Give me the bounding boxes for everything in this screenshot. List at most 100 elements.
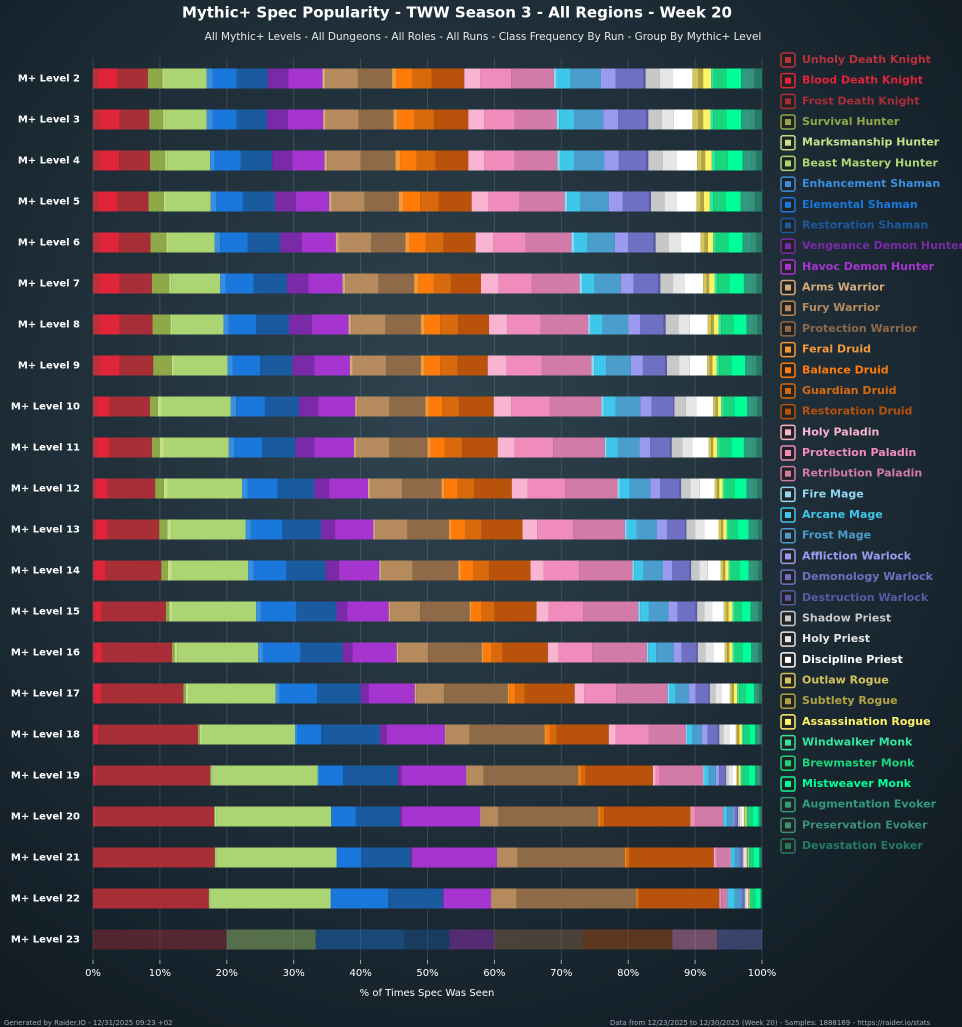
- bar-segment: [690, 478, 700, 499]
- bar-segment: [206, 109, 213, 130]
- bar-segment: [707, 314, 712, 335]
- bar-segment: [331, 806, 332, 827]
- bar-row: [93, 191, 762, 212]
- legend-swatch-inner: [785, 139, 791, 146]
- y-tick-label: M+ Level 5: [18, 197, 80, 208]
- bar-segment: [425, 396, 429, 417]
- bar-segment: [751, 150, 756, 171]
- bar-segment: [93, 601, 95, 622]
- bar-segment: [98, 109, 120, 130]
- legend-label: Havoc Demon Hunter: [802, 260, 935, 273]
- y-tick-label: M+ Level 12: [11, 484, 80, 495]
- bar-segment: [626, 847, 630, 868]
- legend-label: Restoration Druid: [802, 405, 912, 418]
- bar-segment: [739, 806, 742, 827]
- y-tick-label: M+ Level 21: [11, 853, 80, 864]
- bar-segment: [604, 150, 619, 171]
- bar-segment: [357, 396, 390, 417]
- bar-segment: [516, 888, 637, 909]
- bar-segment: [709, 191, 714, 212]
- bar-segment: [93, 806, 96, 827]
- bar-segment: [761, 888, 762, 909]
- legend-swatch-inner: [785, 284, 791, 291]
- bar-segment: [151, 437, 160, 458]
- bar-segment: [598, 806, 601, 827]
- bar-segment: [469, 601, 472, 622]
- bar-segment: [208, 888, 210, 909]
- legend-swatch-inner: [785, 181, 791, 188]
- bar-segment: [209, 888, 211, 909]
- bar-segment: [166, 232, 169, 253]
- bar-segment: [755, 150, 762, 171]
- bar-segment: [460, 560, 473, 581]
- bar-row: [93, 601, 762, 622]
- bar-segment: [440, 355, 458, 376]
- bar-segment: [444, 478, 458, 499]
- bar-segment: [93, 68, 98, 89]
- bar-segment: [749, 724, 756, 745]
- bar-segment: [684, 273, 704, 294]
- bar-segment: [93, 191, 98, 212]
- bar-segment: [719, 478, 723, 499]
- bar-segment: [755, 191, 762, 212]
- bar-segment: [626, 519, 637, 540]
- bar-segment: [620, 273, 634, 294]
- bar-segment: [661, 109, 674, 130]
- legend-label: Demonology Warlock: [802, 570, 934, 583]
- bar-segment: [258, 642, 263, 663]
- legend-label: Holy Paladin: [802, 425, 879, 438]
- bar-segment: [97, 68, 118, 89]
- bar-segment: [481, 519, 523, 540]
- bar-segment: [202, 724, 296, 745]
- bar-segment: [228, 437, 235, 458]
- bar-segment: [590, 314, 603, 335]
- legend-label: Preservation Evoker: [802, 818, 928, 831]
- bar-segment: [119, 150, 150, 171]
- bar-segment: [582, 273, 595, 294]
- bar-segment: [726, 601, 729, 622]
- bar-segment: [734, 847, 740, 868]
- bar-segment: [725, 191, 741, 212]
- y-tick-label: M+ Level 14: [11, 566, 80, 577]
- legend-label: Balance Druid: [802, 363, 889, 376]
- bar-segment: [742, 847, 744, 868]
- bar-segment: [93, 560, 96, 581]
- bar-segment: [295, 437, 315, 458]
- bar-segment: [491, 642, 503, 663]
- bar-segment: [723, 396, 735, 417]
- bar-segment: [678, 314, 690, 335]
- bar-segment: [731, 437, 744, 458]
- bar-segment: [511, 68, 554, 89]
- legend-swatch-inner: [785, 77, 791, 84]
- bar-segment: [719, 888, 720, 909]
- bar-segment: [733, 314, 747, 335]
- bar-segment: [556, 68, 571, 89]
- bar-segment: [671, 437, 683, 458]
- bar-segment: [247, 478, 278, 499]
- bar-segment: [245, 519, 251, 540]
- bar-row: [93, 806, 762, 827]
- x-tick-label: 70%: [550, 968, 572, 979]
- bar-segment: [392, 68, 397, 89]
- bar-segment: [317, 765, 320, 786]
- bar-segment: [171, 642, 175, 663]
- bar-segment: [650, 437, 671, 458]
- bar-segment: [119, 232, 151, 253]
- bar-segment: [755, 888, 761, 909]
- bar-segment: [524, 683, 575, 704]
- bar-segment: [731, 847, 735, 868]
- bar-segment: [279, 683, 318, 704]
- bar-segment: [617, 437, 640, 458]
- legend-swatch-inner: [785, 263, 791, 270]
- bar-segment: [585, 765, 653, 786]
- legend-label: Augmentation Evoker: [802, 798, 937, 811]
- bar-segment: [172, 314, 224, 335]
- bar-segment: [759, 683, 762, 704]
- bar-segment: [93, 806, 94, 827]
- bar-segment: [648, 109, 662, 130]
- bar-segment: [739, 724, 742, 745]
- bar-segment: [327, 150, 361, 171]
- bar-segment: [93, 888, 95, 909]
- bar-segment: [431, 68, 465, 89]
- bar-segment: [753, 314, 758, 335]
